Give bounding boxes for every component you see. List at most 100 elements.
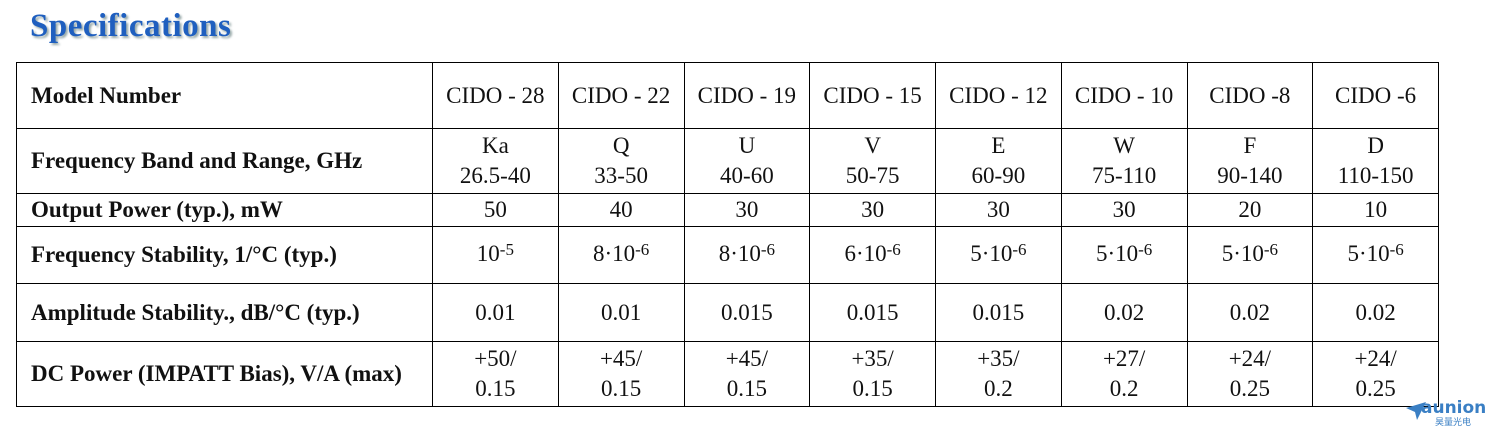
band: U: [738, 133, 756, 158]
cell: 20: [1186, 193, 1314, 227]
cell: 30: [1060, 193, 1188, 227]
row-label: Frequency Band and Range, GHz: [16, 128, 433, 194]
current: 0.15: [852, 376, 893, 401]
power: 30: [861, 197, 885, 222]
cell: 8·10-6: [557, 226, 685, 284]
range: 60-90: [971, 163, 1026, 188]
amplitude: 0.01: [475, 299, 516, 325]
range: 40-60: [720, 163, 774, 188]
band: E: [991, 133, 1006, 158]
current: 0.15: [601, 376, 642, 401]
exponent: -6: [1263, 240, 1279, 259]
cell: CIDO - 10: [1060, 62, 1188, 129]
cell: F 90-140: [1186, 128, 1314, 194]
model: CIDO - 19: [697, 82, 797, 108]
cell: CIDO - 28: [432, 62, 559, 129]
cell: +24/0.25: [1312, 341, 1439, 407]
range: 50-75: [845, 163, 900, 188]
cell: 0.02: [1312, 283, 1439, 342]
table-row: Amplitude Stability., dB/°C (typ.) 0.01 0.…: [16, 283, 1439, 342]
row-label: DC Power (IMPATT Bias), V/A (max): [16, 341, 433, 407]
cell: 0.015: [809, 283, 936, 342]
cell: 5·10-6: [935, 226, 1062, 284]
table-row: Frequency Band and Range, GHz Ka 26.5-40 Q 3…: [16, 128, 1439, 194]
cell: 5·10-6: [1312, 226, 1439, 284]
amplitude: 0.015: [972, 299, 1025, 325]
cell: CIDO - 15: [809, 62, 936, 129]
base: 8·10: [718, 241, 761, 266]
exponent: -6: [1138, 240, 1153, 259]
brand: aunion: [1421, 398, 1487, 418]
range: 75-110: [1091, 163, 1157, 188]
band: V: [864, 133, 881, 158]
power: 40: [609, 197, 633, 222]
base: 5·10: [1347, 241, 1390, 266]
cell: 40: [557, 193, 685, 227]
cell: Q 33-50: [557, 128, 685, 194]
base: 6·10: [844, 241, 887, 266]
amplitude: 0.02: [1355, 299, 1396, 325]
cell: +35/0.15: [809, 341, 936, 407]
model: CIDO - 15: [823, 82, 922, 108]
cell: +35/0.2: [935, 341, 1062, 407]
power: 10: [1364, 197, 1388, 222]
power: 30: [986, 197, 1010, 222]
row-label: Frequency Stability, 1/°C (typ.): [16, 226, 433, 284]
current: 0.2: [984, 376, 1013, 401]
model: CIDO -6: [1335, 82, 1417, 108]
band: F: [1243, 133, 1257, 158]
base: 10: [476, 241, 500, 266]
base: 5·10: [970, 241, 1013, 266]
cell: 5·10-6: [1186, 226, 1314, 284]
current: 0.15: [726, 376, 767, 401]
cell: 30: [683, 193, 811, 227]
amplitude: 0.02: [1229, 299, 1270, 325]
range: 26.5-40: [459, 163, 531, 188]
band: W: [1113, 133, 1135, 158]
title: Specifications: [30, 8, 232, 44]
row-label: Model Number: [16, 62, 433, 129]
exponent: -5: [499, 240, 514, 259]
cell: +27/0.2: [1060, 341, 1188, 407]
cell: 0.015: [683, 283, 811, 342]
cell: 5·10-6: [1060, 226, 1188, 284]
cell: +45/0.15: [557, 341, 685, 407]
range: 33-50: [594, 163, 648, 188]
cell: 0.015: [935, 283, 1062, 342]
cell: CIDO -6: [1312, 62, 1439, 129]
voltage: +50/: [474, 346, 517, 371]
brand-subtitle: 昊量光电: [1435, 418, 1472, 428]
voltage: +27/: [1102, 346, 1146, 371]
base: 8·10: [592, 241, 636, 266]
cell: CIDO - 22: [557, 62, 685, 129]
cell: 0.01: [557, 283, 685, 342]
table-row: DC Power (IMPATT Bias), V/A (max) +50/0.1…: [16, 341, 1439, 407]
cell: V 50-75: [809, 128, 936, 194]
row-label: Amplitude Stability., dB/°C (typ.): [16, 283, 433, 342]
row-label: Output Power (typ.), mW: [16, 193, 433, 227]
cell: 10-5: [432, 226, 559, 284]
cell: 10: [1312, 193, 1439, 227]
model: CIDO - 28: [446, 82, 545, 108]
table-row: Model Number CIDO - 28 CIDO - 22 CIDO - 19 C…: [16, 62, 1439, 129]
cell: 8·10-6: [683, 226, 811, 284]
cell: +50/0.15: [432, 341, 559, 407]
power: 20: [1238, 197, 1262, 222]
amplitude: 0.015: [721, 299, 773, 325]
power: 50: [483, 197, 507, 222]
cell: +24/0.25: [1186, 341, 1314, 407]
current: 0.15: [475, 376, 516, 401]
amplitude: 0.02: [1104, 299, 1145, 325]
voltage: +45/: [725, 346, 769, 371]
current: 0.2: [1109, 376, 1139, 401]
watermark: aunion 昊量光电: [1405, 398, 1486, 428]
power: 30: [735, 197, 759, 222]
cell: CIDO - 12: [935, 62, 1062, 129]
amplitude: 0.015: [846, 299, 899, 325]
cell: 30: [935, 193, 1062, 227]
cell: E 60-90: [935, 128, 1062, 194]
cell: 50: [432, 193, 559, 227]
table-body: Model Number CIDO - 28 CIDO - 22 CIDO - 19 C…: [16, 62, 1439, 407]
cell: 0.02: [1060, 283, 1188, 342]
